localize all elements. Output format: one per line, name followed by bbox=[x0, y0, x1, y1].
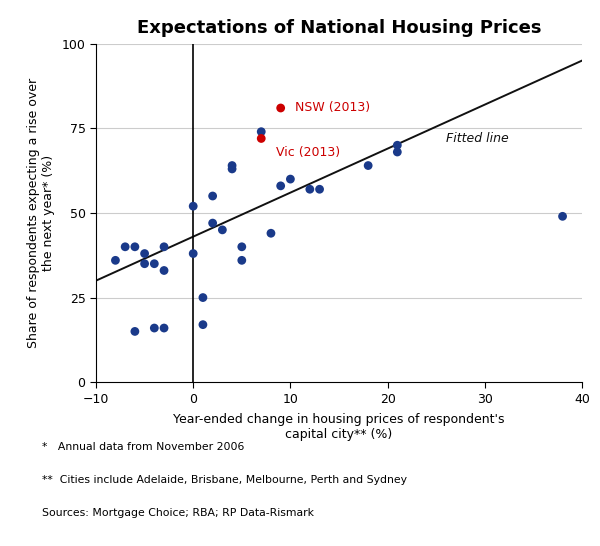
Text: *   Annual data from November 2006: * Annual data from November 2006 bbox=[42, 442, 244, 452]
Point bbox=[159, 266, 169, 275]
Point bbox=[286, 175, 295, 183]
Text: NSW (2013): NSW (2013) bbox=[295, 102, 370, 115]
X-axis label: Year-ended change in housing prices of respondent's
capital city** (%): Year-ended change in housing prices of r… bbox=[173, 413, 505, 441]
Text: Sources: Mortgage Choice; RBA; RP Data-Rismark: Sources: Mortgage Choice; RBA; RP Data-R… bbox=[42, 508, 314, 518]
Point bbox=[198, 293, 208, 302]
Point bbox=[188, 249, 198, 258]
Point bbox=[149, 324, 159, 333]
Text: Fitted line: Fitted line bbox=[446, 132, 509, 145]
Point bbox=[198, 321, 208, 329]
Point bbox=[276, 104, 286, 112]
Point bbox=[256, 134, 266, 143]
Point bbox=[237, 242, 247, 251]
Point bbox=[149, 259, 159, 268]
Point bbox=[227, 164, 237, 173]
Point bbox=[218, 225, 227, 234]
Point bbox=[188, 202, 198, 211]
Point bbox=[256, 127, 266, 136]
Y-axis label: Share of respondents expecting a rise over
the next year* (%): Share of respondents expecting a rise ov… bbox=[27, 78, 55, 348]
Point bbox=[305, 185, 314, 194]
Point bbox=[130, 242, 140, 251]
Point bbox=[140, 249, 149, 258]
Point bbox=[276, 181, 286, 190]
Point bbox=[121, 242, 130, 251]
Point bbox=[159, 242, 169, 251]
Point bbox=[208, 219, 217, 228]
Point bbox=[266, 229, 276, 238]
Point bbox=[130, 327, 140, 336]
Point bbox=[392, 147, 402, 156]
Text: Vic (2013): Vic (2013) bbox=[276, 145, 340, 158]
Point bbox=[208, 192, 217, 200]
Point bbox=[364, 161, 373, 170]
Title: Expectations of National Housing Prices: Expectations of National Housing Prices bbox=[137, 19, 541, 37]
Point bbox=[159, 324, 169, 333]
Point bbox=[110, 256, 120, 265]
Point bbox=[558, 212, 568, 221]
Point bbox=[237, 256, 247, 265]
Point bbox=[392, 141, 402, 150]
Point bbox=[140, 259, 149, 268]
Text: **  Cities include Adelaide, Brisbane, Melbourne, Perth and Sydney: ** Cities include Adelaide, Brisbane, Me… bbox=[42, 475, 407, 485]
Point bbox=[315, 185, 325, 194]
Point bbox=[227, 161, 237, 170]
